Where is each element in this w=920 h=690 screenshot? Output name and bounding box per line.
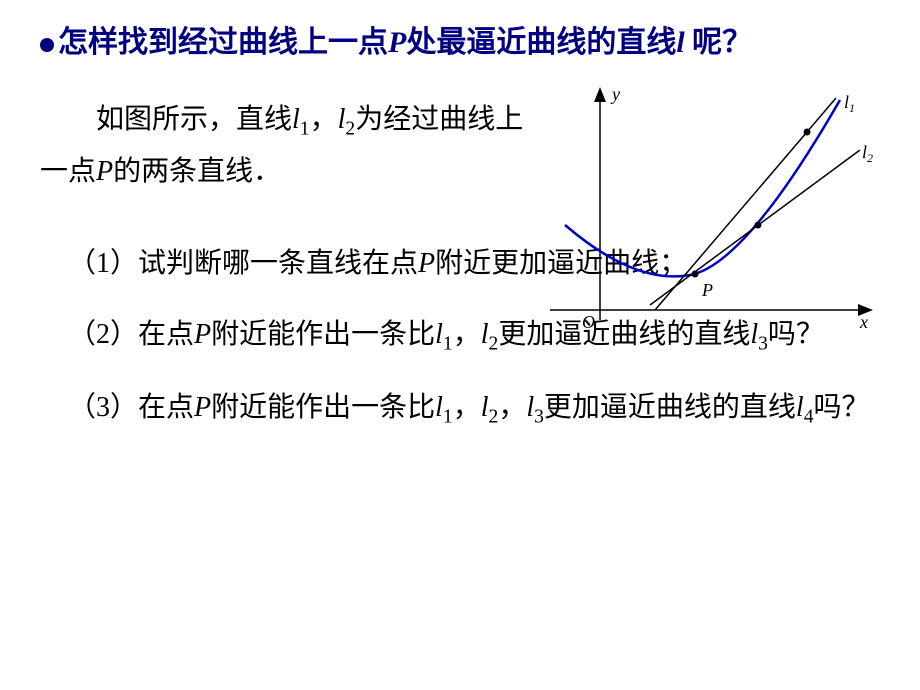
intro-l1: l [292, 104, 300, 135]
q3-P: P [194, 392, 211, 423]
intro-1: 如图所示，直线 [96, 104, 292, 135]
q3-2: 附近能作出一条比 [211, 392, 435, 423]
q2-2: 附近能作出一条比 [211, 319, 435, 350]
heading-l: l [676, 26, 684, 59]
q3-4: 吗？ [814, 392, 870, 423]
q3-l4: l [796, 392, 804, 423]
heading-text-1: 怎样找到经过曲线上一点 [58, 26, 388, 59]
bullet-icon [40, 38, 54, 52]
q2-sub2: 2 [489, 334, 499, 355]
q1-1: （1）试判断哪一条直线在点 [68, 248, 418, 279]
heading-P: P [388, 26, 406, 59]
label-l2: l2 [862, 142, 873, 165]
point-top [804, 129, 811, 136]
curve [565, 100, 840, 276]
heading-text-2: 处最逼近曲线的直线 [406, 26, 676, 59]
label-y: y [610, 84, 620, 104]
label-x: x [859, 312, 868, 332]
q3-l1: l [435, 392, 443, 423]
intro-sub1: 1 [300, 119, 310, 140]
heading-text-3: 呢？ [685, 26, 753, 59]
intro-sub2: 2 [345, 119, 355, 140]
intro-3: 的两条直线． [113, 156, 281, 187]
q1-P: P [418, 248, 435, 279]
q3-l2: l [481, 392, 489, 423]
q3-l3: l [526, 392, 534, 423]
q2-sub1: 1 [443, 334, 453, 355]
point-P [692, 271, 699, 278]
q3-sub2: 2 [489, 407, 499, 428]
question-3: （3）在点P附近能作出一条比l1，l2，l3更加逼近曲线的直线l4吗？ [40, 381, 880, 436]
heading: 怎样找到经过曲线上一点P处最逼近曲线的直线l 呢？ [40, 20, 880, 65]
q3-1: （3）在点 [68, 392, 194, 423]
label-O: O [582, 312, 595, 332]
q2-l1: l [435, 319, 443, 350]
intro-text: 如图所示，直线l1，l2为经过曲线上一点P的两条直线． [40, 95, 540, 197]
line-l2 [650, 150, 860, 305]
q2-P: P [194, 319, 211, 350]
tangent-diagram: y x O P l1 l2 [540, 80, 880, 340]
intro-P: P [96, 156, 113, 187]
q2-1: （2）在点 [68, 319, 194, 350]
q3-sub4: 4 [804, 407, 814, 428]
q3-comma2: ， [498, 392, 526, 423]
q3-3: 更加逼近曲线的直线 [544, 392, 796, 423]
q2-comma: ， [453, 319, 481, 350]
q2-l2: l [481, 319, 489, 350]
intro-comma: ， [310, 104, 338, 135]
label-l1: l1 [844, 92, 855, 115]
label-P: P [701, 280, 713, 300]
q3-sub3: 3 [534, 407, 544, 428]
q3-sub1: 1 [443, 407, 453, 428]
point-mid [755, 222, 762, 229]
q3-comma1: ， [453, 392, 481, 423]
